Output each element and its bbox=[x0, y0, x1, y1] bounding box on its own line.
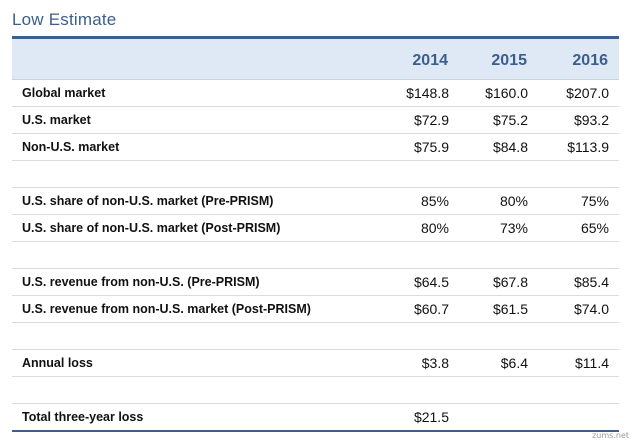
row-label: U.S. market bbox=[22, 113, 91, 127]
row-label: U.S. revenue from non-U.S. market (Post-… bbox=[22, 302, 311, 316]
table-row-total-three-year-loss: Total three-year loss $21.5 bbox=[12, 404, 619, 430]
header-year-2016: 2016 bbox=[572, 52, 608, 69]
header-year-2015: 2015 bbox=[491, 52, 527, 69]
table-row-us-revenue-post-prism: U.S. revenue from non-U.S. market (Post-… bbox=[12, 296, 619, 323]
cell-2015: $61.5 bbox=[492, 301, 528, 317]
row-label: Annual loss bbox=[22, 356, 93, 370]
cell-2016: $11.4 bbox=[575, 355, 609, 371]
table-row-us-market: U.S. market $72.9 $75.2 $93.2 bbox=[12, 107, 619, 134]
cell-2015: $75.2 bbox=[492, 112, 528, 128]
cell-2016: 75% bbox=[580, 193, 609, 209]
row-label: U.S. share of non-U.S. market (Pre-PRISM… bbox=[22, 194, 274, 208]
row-label: U.S. revenue from non-U.S. (Pre-PRISM) bbox=[22, 275, 260, 289]
cell-2014: $21.5 bbox=[413, 409, 449, 425]
top-rule bbox=[12, 36, 619, 39]
spacer-row bbox=[12, 242, 619, 269]
table-row-annual-loss: Annual loss $3.8 $6.4 $11.4 bbox=[12, 350, 619, 377]
cell-2016: $93.2 bbox=[573, 112, 609, 128]
header-year-2014: 2014 bbox=[412, 52, 448, 69]
table-row-us-share-post-prism: U.S. share of non-U.S. market (Post-PRIS… bbox=[12, 215, 619, 242]
cell-2016: $85.4 bbox=[573, 274, 609, 290]
table-row-us-revenue-pre-prism: U.S. revenue from non-U.S. (Pre-PRISM) $… bbox=[12, 269, 619, 296]
cell-2015: $67.8 bbox=[492, 274, 528, 290]
estimate-table: 2014 2015 2016 Global market $148.8 $160… bbox=[12, 36, 619, 432]
table-header: 2014 2015 2016 bbox=[12, 39, 619, 80]
bottom-rule bbox=[12, 430, 619, 432]
cell-2015: $160.0 bbox=[485, 85, 528, 101]
cell-2014: $148.8 bbox=[406, 85, 449, 101]
row-label: Non-U.S. market bbox=[22, 140, 120, 154]
table-row-non-us-market: Non-U.S. market $75.9 $84.8 $113.9 bbox=[12, 134, 619, 161]
table-row-global-market: Global market $148.8 $160.0 $207.0 bbox=[12, 80, 619, 107]
cell-2015: $6.4 bbox=[500, 355, 528, 371]
cell-2014: $3.8 bbox=[421, 355, 449, 371]
spacer-row bbox=[12, 377, 619, 404]
cell-2016: $207.0 bbox=[566, 85, 609, 101]
spacer-row bbox=[12, 323, 619, 350]
cell-2014: $75.9 bbox=[413, 139, 449, 155]
cell-2016: $74.0 bbox=[573, 301, 609, 317]
cell-2015: 80% bbox=[499, 193, 528, 209]
row-label: Total three-year loss bbox=[22, 410, 144, 424]
cell-2014: $64.5 bbox=[413, 274, 449, 290]
row-label: U.S. share of non-U.S. market (Post-PRIS… bbox=[22, 221, 281, 235]
row-label: Global market bbox=[22, 86, 106, 100]
cell-2014: $60.7 bbox=[413, 301, 449, 317]
cell-2014: 80% bbox=[420, 220, 449, 236]
cell-2015: 73% bbox=[499, 220, 528, 236]
spacer-row bbox=[12, 161, 619, 188]
table-row-us-share-pre-prism: U.S. share of non-U.S. market (Pre-PRISM… bbox=[12, 188, 619, 215]
cell-2016: $113.9 bbox=[567, 139, 609, 155]
cell-2014: $72.9 bbox=[413, 112, 449, 128]
cell-2016: 65% bbox=[580, 220, 609, 236]
watermark-text: zums.net bbox=[592, 431, 629, 440]
cell-2015: $84.8 bbox=[492, 139, 528, 155]
table-title: Low Estimate bbox=[12, 10, 117, 29]
cell-2014: 85% bbox=[420, 193, 449, 209]
